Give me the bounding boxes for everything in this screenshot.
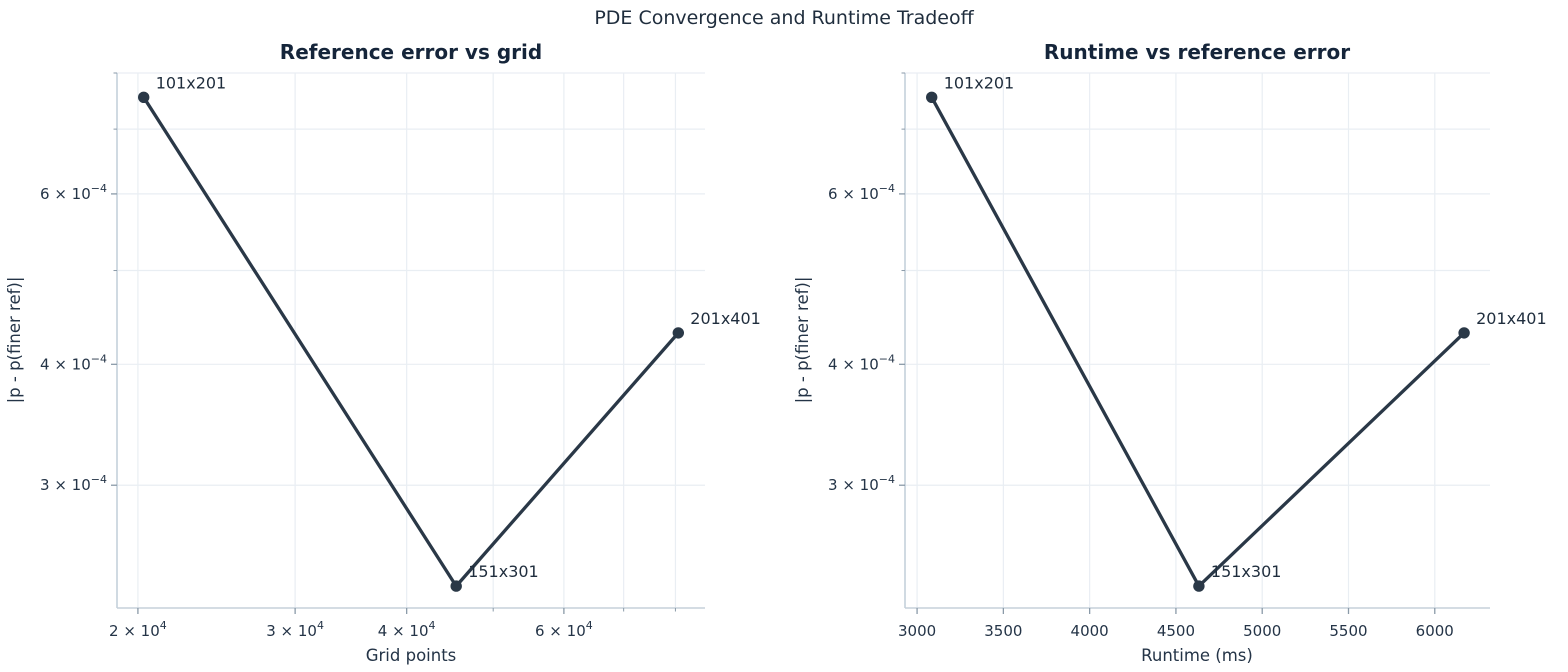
x-tick-label: 4 × 104	[378, 619, 436, 640]
grid-lines	[117, 72, 705, 608]
x-tick-label: 4000	[1071, 622, 1109, 640]
x-tick-label: 5500	[1329, 622, 1367, 640]
subplot-left-ylabel: |p - p(finer ref)|	[5, 277, 24, 404]
y-tick-label: 4 × 10−4	[40, 352, 107, 373]
x-tick-label: 3500	[984, 622, 1022, 640]
point-annotation: 151x301	[1211, 562, 1282, 581]
point-annotation: 101x201	[944, 73, 1015, 92]
series-line	[930, 95, 1466, 588]
y-tick-label: 3 × 10−4	[828, 473, 895, 494]
y-tick-label: 6 × 10−4	[40, 182, 107, 203]
x-tick-label: 3 × 104	[266, 619, 324, 640]
subplot-left-title: Reference error vs grid	[280, 40, 542, 64]
series: 101x201 151x301 201x401	[926, 73, 1547, 592]
grid-lines	[905, 72, 1490, 608]
data-point-marker	[926, 91, 938, 104]
data-point-marker	[138, 91, 150, 104]
data-point-marker	[450, 580, 462, 592]
subplot-right-xlabel: Runtime (ms)	[1141, 646, 1253, 665]
y-tick-label: 4 × 10−4	[828, 352, 895, 373]
x-tick-label: 6 × 104	[535, 619, 593, 640]
x-tick-label: 3000	[898, 622, 936, 640]
figure-suptitle: PDE Convergence and Runtime Tradeoff	[594, 7, 974, 29]
subplot-left-xlabel: Grid points	[366, 646, 457, 665]
subplot-right-ylabel: |p - p(finer ref)|	[793, 277, 812, 404]
axes: 2 × 104 3 × 104 4 × 104 6 × 104 3 × 10−4 4 × …	[40, 72, 705, 640]
point-annotation: 151x301	[468, 562, 539, 581]
data-point-marker	[672, 327, 684, 339]
data-point-marker	[1458, 327, 1470, 339]
y-tick-label: 3 × 10−4	[40, 473, 107, 494]
point-annotation: 101x201	[156, 73, 227, 92]
y-tick-label: 6 × 10−4	[828, 182, 895, 203]
subplot-right-title: Runtime vs reference error	[1044, 40, 1350, 64]
series: 101x201 151x301 201x401	[138, 73, 761, 592]
x-tick-label: 6000	[1416, 622, 1454, 640]
point-annotation: 201x401	[690, 309, 761, 328]
series-line	[142, 95, 680, 588]
x-tick-label: 5000	[1243, 622, 1281, 640]
x-tick-label: 4500	[1157, 622, 1195, 640]
subplot-left: 2 × 104 3 × 104 4 × 104 6 × 104 3 × 10−4 4 × …	[40, 72, 761, 640]
subplot-right: 3000 3500 4000 4500 5000 5500 6000 3 × 10−4 4 × …	[828, 72, 1547, 640]
x-tick-label: 2 × 104	[109, 619, 167, 640]
point-annotation: 201x401	[1476, 309, 1547, 328]
axes: 3000 3500 4000 4500 5000 5500 6000 3 × 10−4 4 × …	[828, 72, 1490, 640]
data-point-marker	[1193, 580, 1205, 592]
